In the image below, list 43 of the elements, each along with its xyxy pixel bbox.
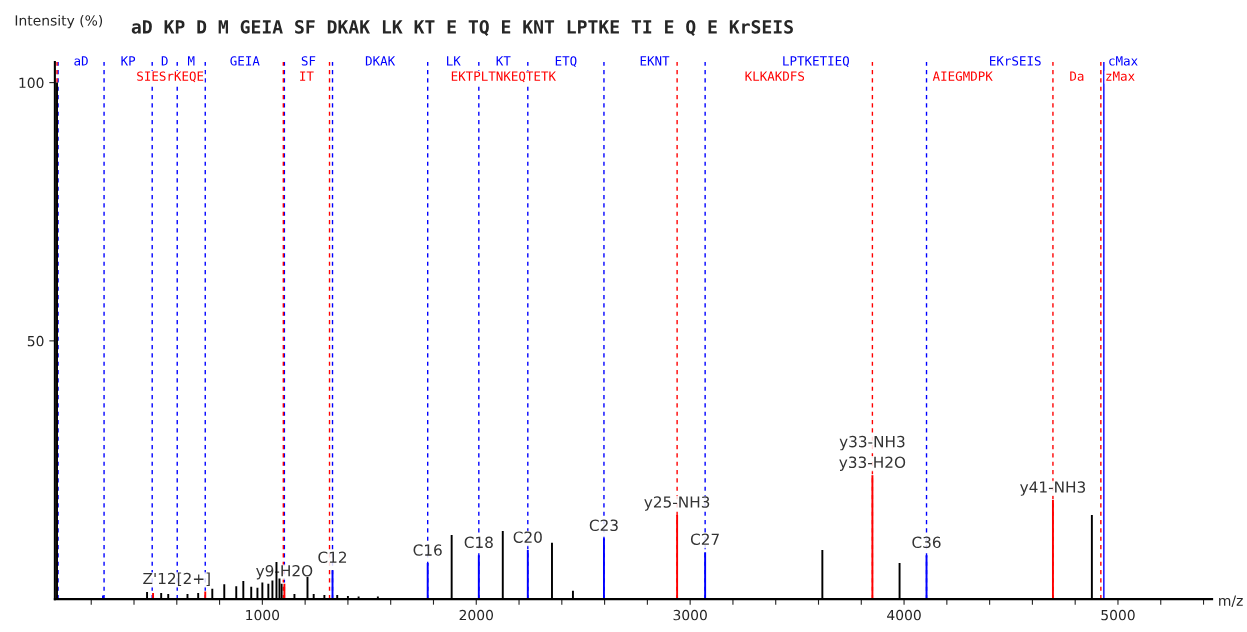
x-axis-title: m/z	[1219, 595, 1243, 607]
chart-title: aD KP D M GEIA SF DKAK LK KT E TQ E KNT LPTKE TI E Q E KrSEIS	[131, 20, 793, 36]
annotation: Z'12[2+]	[143, 572, 210, 587]
ref-line-label: DKAK	[365, 56, 396, 66]
y-axis-title: Intensity (%)	[15, 14, 103, 29]
ref-line-label: EKrSEIS	[990, 56, 1041, 66]
ref-line-label: KT	[496, 56, 511, 66]
ref-line-label: EKTPLTNKEQTETK	[451, 71, 556, 83]
x-tick-label: 3000	[673, 609, 707, 621]
x-tick-label: 2000	[459, 609, 494, 621]
annotation: C20	[513, 531, 542, 543]
annotation: cMax	[1109, 56, 1138, 66]
annotation: zMax	[1106, 71, 1135, 81]
ref-line-label: SF	[301, 56, 316, 66]
ref-line-label: KLKAKDFS	[745, 71, 805, 81]
ref-line-label: M	[187, 56, 195, 66]
ref-line-label: aD	[74, 56, 88, 66]
annotation: C18	[464, 536, 493, 549]
annotation: y33-NH3	[839, 435, 905, 451]
annotation: C23	[589, 519, 618, 532]
ref-line-label: SIESrKEQE	[137, 71, 204, 83]
annotation: C27	[690, 533, 719, 545]
ref-line-label: GEIA	[230, 56, 260, 66]
x-tick-label: 4000	[887, 609, 921, 621]
ref-line-label: AIEGMDPK	[932, 71, 993, 81]
ref-line-label: LPTKETIEQ	[783, 56, 849, 68]
annotation: C36	[912, 536, 941, 549]
annotation: y33-H2O	[839, 456, 906, 471]
y-tick-label: 100	[19, 77, 44, 89]
ref-line-label: LK	[447, 56, 461, 66]
annotation: y25-NH3	[644, 496, 710, 511]
ref-line-label: KP	[121, 56, 136, 66]
x-tick-label: 5000	[1101, 609, 1135, 621]
ref-line-label: IT	[300, 71, 314, 81]
ref-line-label: Da	[1070, 71, 1084, 81]
annotation: C12	[318, 551, 347, 564]
ref-line-label: D	[161, 56, 168, 66]
ref-line-label: EKNT	[640, 56, 670, 66]
ref-line-label: ETQ	[555, 56, 577, 68]
annotation: y41-NH3	[1020, 481, 1086, 496]
y-tick-label: 50	[27, 335, 44, 347]
x-tick-label: 1000	[246, 609, 280, 621]
annotation: C16	[413, 544, 442, 556]
